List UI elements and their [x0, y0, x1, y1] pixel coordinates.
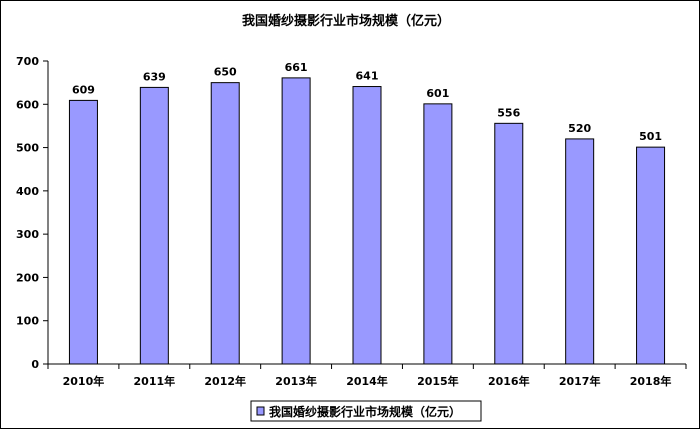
legend-label: 我国婚纱摄影行业市场规模（亿元） — [269, 404, 461, 419]
x-tick-label: 2017年 — [559, 374, 601, 388]
bar-value-label: 601 — [426, 87, 449, 100]
plot-area: 0 100 200 300 400 500 600 700 609 2010年 639 2011年 65… — [16, 55, 687, 388]
bar — [281, 77, 311, 365]
x-tick-label: 2016年 — [488, 374, 530, 388]
x-tick-label: 2012年 — [204, 374, 246, 388]
bar — [636, 146, 666, 365]
y-tick-label: 100 — [16, 315, 39, 328]
y-tick-label: 300 — [16, 228, 39, 241]
bar-value-label: 501 — [639, 130, 662, 143]
bar — [423, 103, 453, 365]
bar-value-label: 661 — [285, 61, 308, 74]
bar-value-label: 639 — [143, 70, 166, 83]
bar-value-label: 556 — [497, 106, 520, 119]
x-tick-label: 2014年 — [346, 374, 388, 388]
x-tick-label: 2018年 — [630, 374, 672, 388]
bar-value-label: 641 — [356, 70, 379, 83]
y-tick-label: 0 — [31, 358, 39, 371]
y-tick-label: 400 — [16, 185, 39, 198]
x-tick-label: 2013年 — [275, 374, 317, 388]
x-tick-label: 2015年 — [417, 374, 459, 388]
bar — [494, 122, 524, 365]
legend-swatch — [256, 406, 265, 416]
bar-value-label: 520 — [568, 122, 591, 135]
bar-value-label: 609 — [72, 83, 95, 96]
bar — [565, 138, 595, 365]
y-tick-label: 700 — [16, 55, 39, 68]
legend: 我国婚纱摄影行业市场规模（亿元） — [250, 400, 482, 422]
legend-box — [250, 400, 482, 422]
y-tick-label: 500 — [16, 142, 39, 155]
bar — [68, 99, 98, 365]
bar — [352, 86, 382, 365]
bar-value-label: 650 — [214, 66, 237, 79]
bar — [210, 82, 240, 365]
chart-title: 我国婚纱摄影行业市场规模（亿元） — [242, 13, 450, 29]
bar — [139, 86, 169, 365]
x-tick-label: 2011年 — [134, 374, 176, 388]
y-tick-label: 600 — [16, 98, 39, 111]
y-tick-label: 200 — [16, 271, 39, 284]
x-tick-label: 2010年 — [63, 374, 105, 388]
